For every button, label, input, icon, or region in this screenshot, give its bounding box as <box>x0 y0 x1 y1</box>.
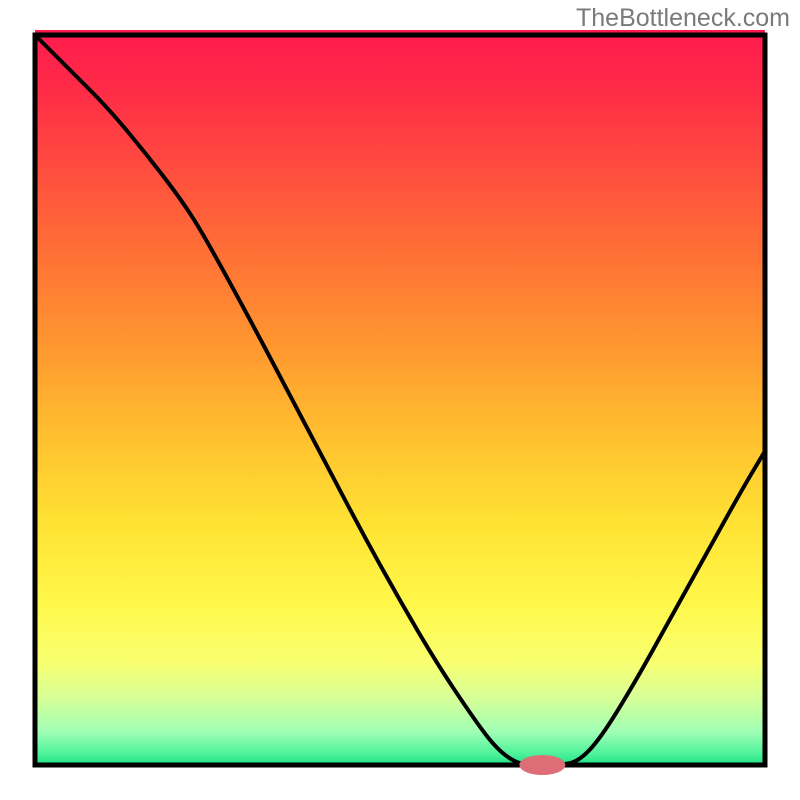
bottleneck-chart <box>0 0 800 800</box>
chart-background <box>35 30 765 765</box>
optimum-marker <box>519 755 565 775</box>
